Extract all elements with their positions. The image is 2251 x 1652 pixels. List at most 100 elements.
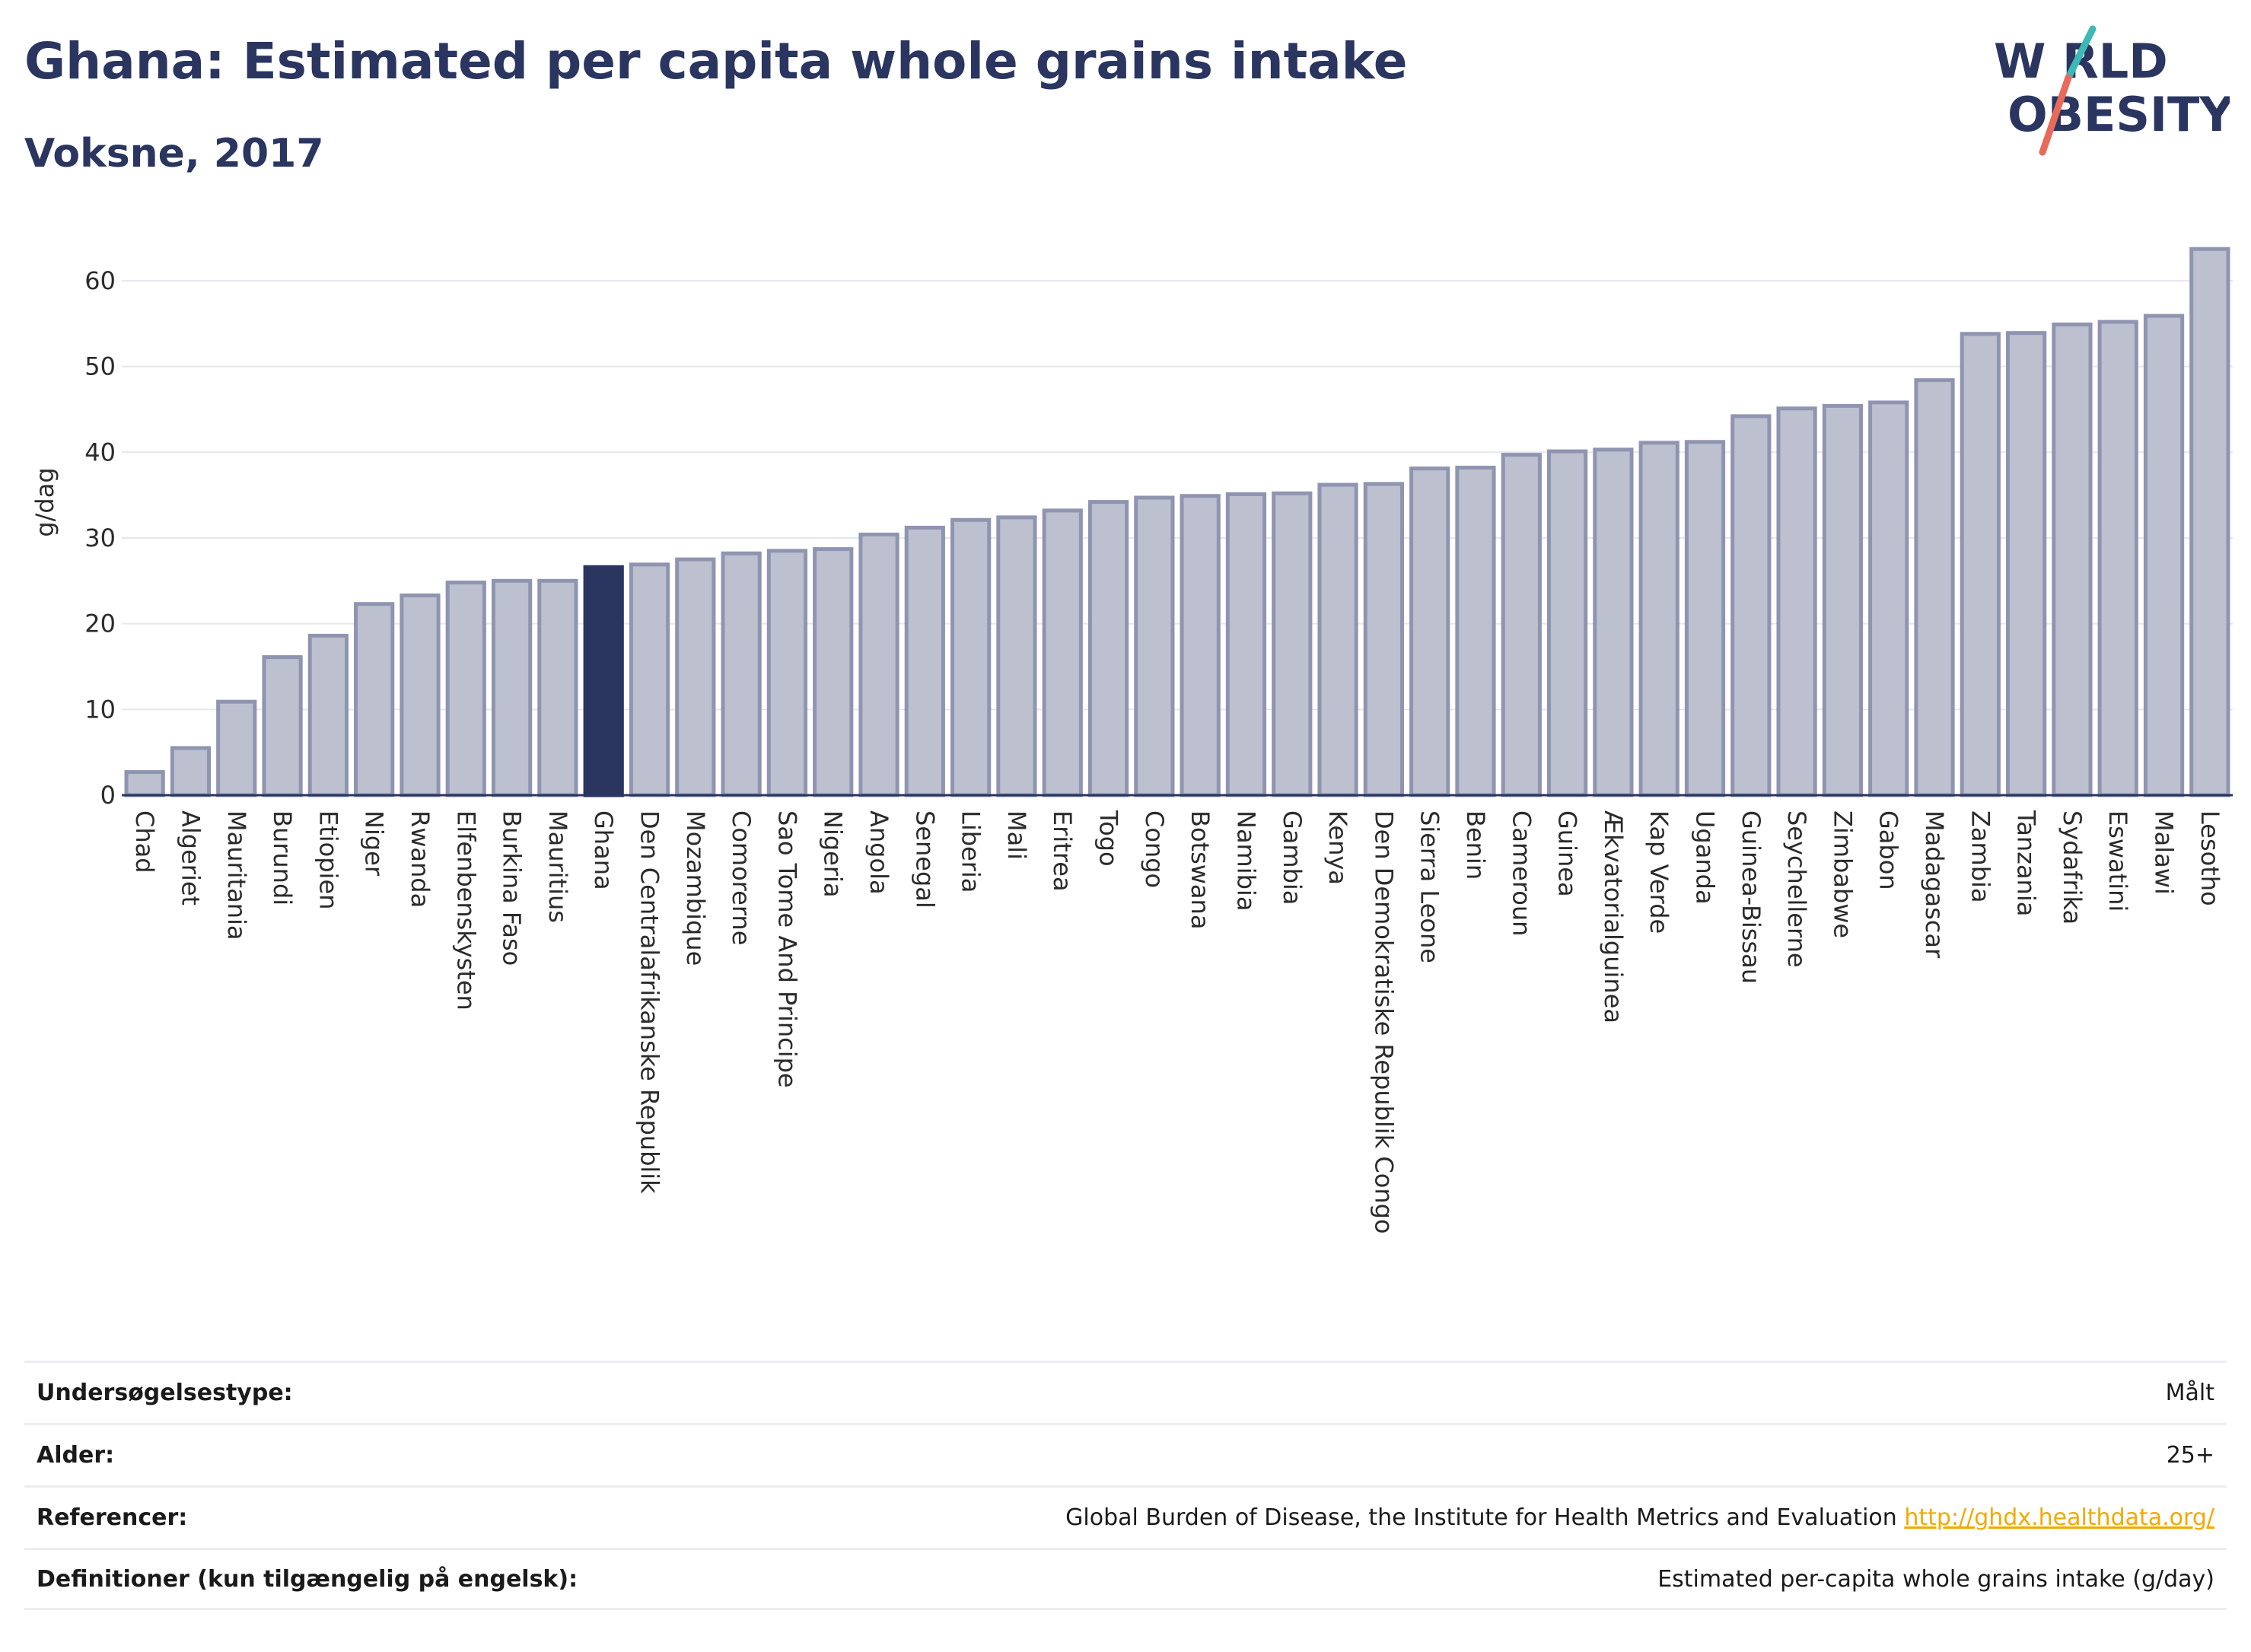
x-tick-label: Rwanda (406, 810, 435, 908)
bars (124, 247, 2230, 797)
bar (1501, 453, 1542, 797)
bar (1638, 441, 1679, 797)
x-axis-labels: Chad Algeriet Mauritania Burundi Etiopien Nig… (130, 810, 2224, 1233)
bar (354, 602, 395, 797)
reference-link[interactable]: http://ghdx.healthdata.org/ (1904, 1504, 2214, 1531)
x-tick-label: Guinea (1553, 810, 1582, 897)
bar (170, 746, 212, 797)
bar (2189, 247, 2230, 797)
x-tick-label: Tanzania (2012, 810, 2041, 916)
x-tick-label: Sao Tome And Principe (772, 810, 801, 1088)
y-tick-label: 10 (84, 695, 116, 724)
world-obesity-logo: W RLD OBESITY (1994, 25, 2230, 156)
info-label: Alder: (37, 1442, 115, 1469)
x-tick-label: Gambia (1278, 810, 1307, 905)
bar (445, 581, 486, 797)
x-tick-label: Burundi (268, 810, 297, 906)
bar (2052, 322, 2093, 797)
x-tick-label: Kap Verde (1644, 810, 1673, 934)
bar (1225, 492, 1267, 797)
bar (1042, 508, 1083, 797)
info-label: Definitioner (kun tilgængelig på engelsk… (37, 1565, 578, 1593)
x-tick-label: Zambia (1966, 810, 1995, 903)
x-tick-label: Congo (1140, 810, 1169, 888)
page-title: Ghana: Estimated per capita whole grains… (24, 32, 1408, 91)
bar (1272, 491, 1313, 797)
info-row: Alder: 25+ (24, 1423, 2227, 1485)
x-tick-label: Zimbabwe (1828, 810, 1857, 938)
x-tick-label: Mauritius (543, 810, 572, 923)
info-row: Undersøgelsestype: Målt (24, 1361, 2227, 1423)
bar (262, 655, 303, 797)
info-row: Referencer: Global Burden of Disease, the… (24, 1485, 2227, 1548)
x-tick-label: Sydafrika (2058, 810, 2087, 925)
bar (124, 770, 165, 797)
bar (2097, 320, 2138, 797)
bar (1593, 447, 1634, 797)
bar (307, 633, 349, 797)
bar (1134, 495, 1175, 797)
x-tick-label: Mali (1002, 810, 1031, 860)
bar (675, 557, 716, 797)
x-tick-label: Cameroun (1507, 810, 1536, 936)
info-value: Global Burden of Disease, the Institute … (1065, 1504, 2214, 1531)
y-axis-label: g/dag (30, 467, 59, 536)
y-tick-label: 40 (84, 438, 116, 466)
bar (1730, 414, 1772, 797)
x-tick-label: Algeriet (176, 810, 205, 906)
logo-line2: OBESITY (2007, 87, 2230, 142)
x-tick-label: Elfenbenskysten (451, 810, 480, 1011)
bar (1087, 500, 1129, 797)
bar (216, 699, 257, 797)
x-tick-label: Sierra Leone (1415, 810, 1444, 963)
bar (629, 562, 670, 797)
x-tick-label: Niger (360, 810, 389, 877)
x-tick-label: Senegal (910, 810, 939, 909)
x-tick-label: Eswatini (2103, 810, 2132, 912)
info-label: Undersøgelsestype: (37, 1380, 293, 1406)
x-tick-label: Uganda (1691, 810, 1720, 905)
x-tick-label: Nigeria (819, 810, 848, 897)
bar (813, 547, 854, 797)
y-tick-label: 30 (84, 524, 116, 552)
x-tick-label: Mauritania (222, 810, 251, 940)
bar (1776, 406, 1817, 797)
x-tick-label: Madagascar (1920, 810, 1949, 959)
x-tick-label: Botswana (1186, 810, 1215, 929)
bar-highlighted (583, 565, 624, 797)
x-tick-label: Gabon (1874, 810, 1903, 890)
x-tick-label: Comorerne (727, 810, 756, 945)
x-tick-label: Chad (130, 810, 159, 874)
bar (1409, 466, 1450, 797)
info-table: Undersøgelsestype: Målt Alder: 25+ Reference… (24, 1361, 2227, 1610)
bar (400, 593, 441, 797)
info-value: Estimated per-capita whole grains intake… (1657, 1565, 2214, 1593)
x-tick-label: Ækvatorialguinea (1599, 810, 1628, 1023)
bar (858, 532, 899, 797)
x-tick-label: Etiopien (314, 810, 342, 909)
bar (996, 515, 1037, 797)
logo-line1: W RLD (1994, 33, 2168, 89)
x-tick-label: Den Demokratiske Republik Congo (1369, 810, 1398, 1233)
x-tick-label: Eritrea (1048, 810, 1077, 892)
info-row: Definitioner (kun tilgængelig på engelsk… (24, 1548, 2227, 1610)
bar-chart: 0 10 20 30 40 50 60 g/dag Chad Algeriet Mauritan… (30, 247, 2233, 1233)
x-tick-label: Angola (864, 810, 893, 895)
x-tick-label: Lesotho (2195, 810, 2224, 906)
bar (2006, 331, 2047, 797)
bar (950, 517, 992, 797)
bar (1914, 378, 1955, 797)
bar (1180, 494, 1221, 797)
x-tick-label: Burkina Faso (498, 810, 527, 966)
x-tick-label: Den Centralafrikanske Republik (635, 810, 664, 1194)
x-tick-label: Ghana (589, 810, 618, 890)
x-tick-label: Togo (1094, 810, 1123, 867)
info-value: 25+ (2166, 1442, 2214, 1469)
y-axis-ticks: 0 10 20 30 40 50 60 (84, 266, 116, 810)
bar (1363, 482, 1404, 797)
bar (904, 525, 945, 797)
y-tick-label: 60 (84, 266, 116, 295)
bar (537, 578, 578, 797)
y-tick-label: 50 (84, 352, 116, 381)
x-tick-label: Malawi (2150, 810, 2179, 895)
